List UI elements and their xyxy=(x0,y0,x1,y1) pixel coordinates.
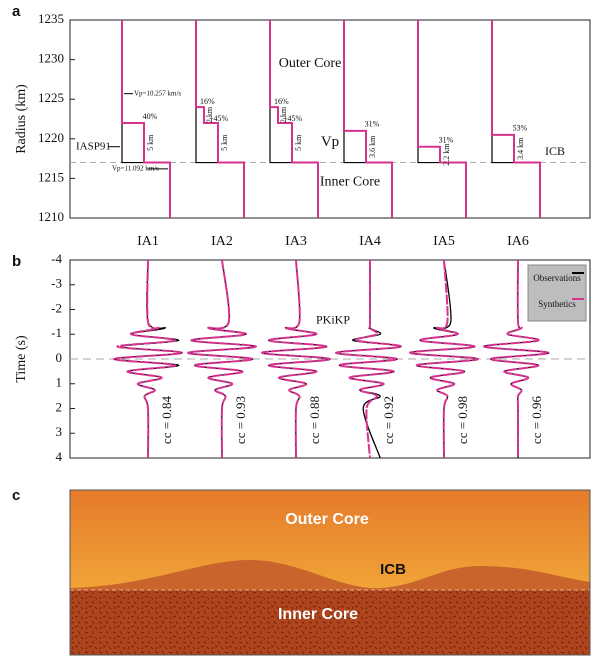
y-tick-label: 1235 xyxy=(38,11,64,26)
reference-label: IASP91 xyxy=(76,140,111,152)
y-tick-label: 1210 xyxy=(38,209,64,224)
vp-label: Vp xyxy=(321,134,339,150)
frame xyxy=(69,489,591,656)
waveform xyxy=(186,259,258,459)
y-tick-label: 0 xyxy=(56,350,63,365)
inner-core-label: Inner Core xyxy=(278,606,358,623)
cc-label: cc = 0.96 xyxy=(529,395,544,444)
y-axis-label: Radius (km) xyxy=(14,84,29,154)
trace-label: IA5 xyxy=(433,234,455,249)
model-profile xyxy=(417,20,467,218)
waveform xyxy=(408,259,480,459)
y-tick-label: 1 xyxy=(56,375,63,390)
waveform xyxy=(334,259,402,459)
y-tick-label: 1220 xyxy=(38,130,64,145)
inner-core-label: Inner Core xyxy=(320,175,380,190)
outer-core-label: Outer Core xyxy=(285,511,369,528)
y-axis-label: Time (s) xyxy=(14,335,29,383)
phase-label: PKiKP xyxy=(316,312,350,326)
panel-label: c xyxy=(12,487,20,504)
thickness-label: 5 km xyxy=(294,134,303,151)
trace-label: IA1 xyxy=(137,234,159,249)
thickness-label: 2 km xyxy=(205,106,214,123)
y-tick-label: -4 xyxy=(51,251,62,266)
trace-label: IA2 xyxy=(211,234,233,249)
illustration: Outer Core ICB Inner Core xyxy=(69,489,591,656)
thickness-label: 3.6 km xyxy=(368,135,377,158)
trace-label: IA6 xyxy=(507,234,529,249)
icb-label: ICB xyxy=(380,561,406,578)
y-tick-label: 3 xyxy=(56,424,63,439)
cc-label: cc = 0.98 xyxy=(455,396,470,444)
model-profile xyxy=(121,20,171,218)
cc-label: cc = 0.92 xyxy=(381,396,396,444)
vp-outer-label: Vp=10.257 km/s xyxy=(134,89,181,97)
y-tick-label: 2 xyxy=(56,399,63,414)
velocity-jump-label: 31% xyxy=(365,120,380,129)
velocity-jump-label: 16% xyxy=(274,97,289,106)
panel-label: a xyxy=(12,3,21,20)
y-tick-label: 1215 xyxy=(38,169,64,184)
waveform xyxy=(482,259,550,458)
y-tick-label: 4 xyxy=(56,449,63,464)
cc-label: cc = 0.84 xyxy=(159,395,174,444)
inner-core-region xyxy=(70,590,590,655)
velocity-jump-label: 40% xyxy=(143,112,158,121)
plot-frame xyxy=(69,19,591,219)
legend-label: Observations xyxy=(533,273,581,283)
trace-label: IA3 xyxy=(285,234,307,249)
model-profile xyxy=(269,20,319,218)
y-tick-label: 1230 xyxy=(38,51,64,66)
velocity-jump-label: 16% xyxy=(200,97,215,106)
velocity-jump-label: +45% xyxy=(209,114,229,123)
thickness-label: 5 km xyxy=(146,134,155,151)
velocity-jump-label: 31% xyxy=(439,136,454,145)
icb-topography xyxy=(70,560,590,590)
y-tick-label: -2 xyxy=(51,300,62,315)
waveform xyxy=(260,259,332,459)
y-tick-label: -1 xyxy=(51,325,62,340)
y-tick-label: -3 xyxy=(51,276,62,291)
model-profile xyxy=(343,20,393,218)
thickness-label: 2 km xyxy=(279,106,288,123)
icb-label: ICB xyxy=(545,144,565,158)
legend-box xyxy=(527,264,587,322)
velocity-jump-label: 53% xyxy=(513,124,528,133)
thickness-label: 5 km xyxy=(220,134,229,151)
model-profile xyxy=(491,20,541,218)
waveform xyxy=(112,259,184,459)
cc-label: cc = 0.93 xyxy=(233,396,248,444)
model-profile xyxy=(195,20,245,218)
velocity-jump-label: +45% xyxy=(283,114,303,123)
outer-core-label: Outer Core xyxy=(279,56,342,71)
trace-label: IA4 xyxy=(359,234,381,249)
thickness-label: 2.2 km xyxy=(442,143,451,166)
cc-label: cc = 0.88 xyxy=(307,396,322,444)
y-tick-label: 1225 xyxy=(38,90,64,105)
thickness-label: 3.4 km xyxy=(516,137,525,160)
vp-inner-label: Vp=11.092 km/s xyxy=(112,165,159,173)
legend-label: Synthetics xyxy=(538,299,576,309)
panel-label: b xyxy=(12,253,21,270)
